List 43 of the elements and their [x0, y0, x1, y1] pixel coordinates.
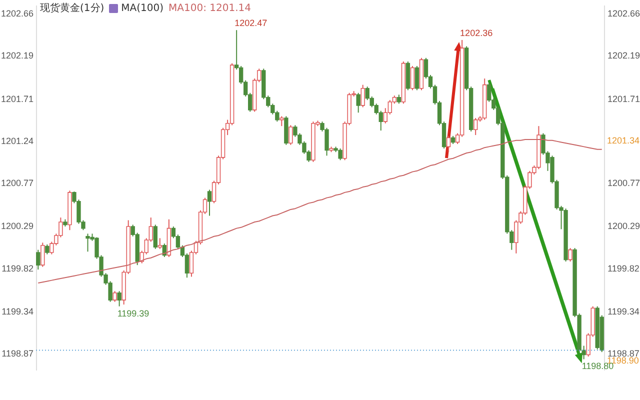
y-tick-label: 1201.24: [0, 136, 34, 146]
candlestick: [414, 65, 420, 91]
y-tick-label: 1200.29: [0, 221, 34, 232]
y2-tick-label: 1200.29: [608, 221, 640, 232]
y-tick-label: 1199.34: [2, 306, 34, 316]
y-tick-label: 1202.66: [0, 8, 34, 19]
y-tick-label: 1198.87: [2, 348, 34, 358]
candlestick: [446, 135, 451, 153]
candlestick: [158, 238, 162, 250]
candlestick: [45, 244, 50, 255]
candlestick: [288, 124, 293, 146]
candlestick: [207, 189, 212, 216]
y-tick-label: 1202.19: [0, 50, 34, 61]
candlestick: [360, 84, 365, 108]
candlestick: [410, 65, 415, 91]
candlestick: [356, 92, 360, 114]
candlestick: [280, 116, 284, 127]
y2-tick-label: 1202.19: [608, 50, 640, 61]
candlestick: [568, 248, 572, 262]
annotation: 1198.80: [582, 361, 614, 372]
y2-tick-label: 1201.71: [608, 94, 640, 104]
candlestick: [117, 290, 122, 307]
y2-tick-label: 1198.87: [608, 348, 640, 358]
y-tick-label: 1200.77: [0, 178, 34, 188]
annotation: 1202.47: [234, 18, 268, 28]
candlestick: [40, 242, 45, 268]
y2-tick-label: 1199.34: [608, 306, 640, 316]
candlestick: [153, 224, 158, 250]
candlestick: [36, 249, 40, 270]
line-series: [38, 139, 602, 284]
y2-tick-label: 1199.82: [608, 263, 640, 274]
y-tick-label: 1201.71: [0, 94, 34, 104]
y2-tick-label: 1202.66: [608, 8, 640, 19]
text: 1201.34: [607, 135, 640, 146]
candlestick: [473, 118, 478, 136]
y2-tick-label: 1200.77: [608, 178, 640, 188]
annotation: 1199.39: [117, 308, 150, 318]
y-tick-label: 1199.82: [2, 263, 34, 274]
chart-title: 现货黄金(1分): [40, 3, 104, 14]
annotation: 1202.36: [460, 28, 493, 38]
annotation: MA100: 1201.14: [168, 2, 251, 14]
candlestick: [112, 290, 117, 302]
annotation: MA(100): [121, 2, 164, 14]
